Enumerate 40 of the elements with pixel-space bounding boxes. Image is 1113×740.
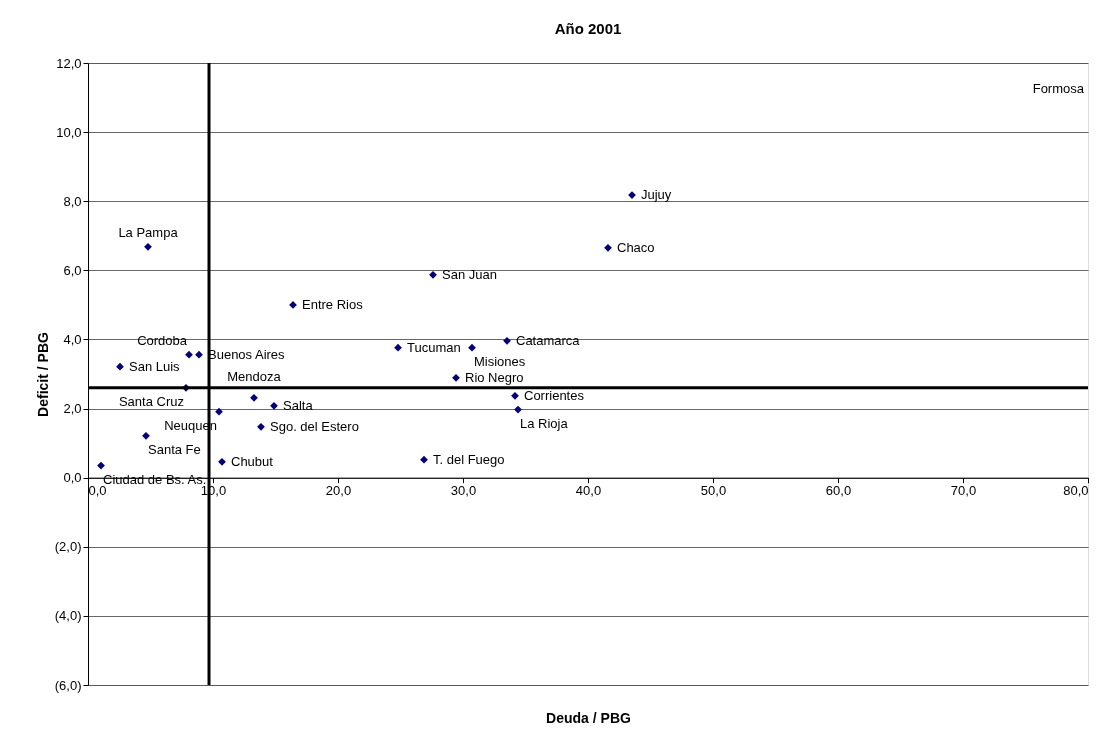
data-label: Santa Fe bbox=[148, 441, 201, 457]
y-tick-label: 12,0 bbox=[56, 55, 82, 71]
y-axis-title: Deficit / PBG bbox=[34, 332, 51, 417]
y-tick-label: 8,0 bbox=[63, 193, 82, 209]
data-label: Chaco bbox=[617, 239, 655, 255]
x-axis-title: Deuda / PBG bbox=[546, 709, 631, 726]
x-tick-label: 30,0 bbox=[450, 483, 477, 499]
x-tick-label: 50,0 bbox=[700, 483, 727, 499]
x-tick-label: 70,0 bbox=[950, 483, 977, 499]
annotation: Formosa bbox=[1032, 81, 1085, 96]
x-tick-label: 80,0 bbox=[1063, 483, 1089, 499]
data-label: T. del Fuego bbox=[433, 451, 505, 467]
data-label: San Juan bbox=[442, 266, 497, 282]
x-tick-label: 60,0 bbox=[825, 483, 852, 499]
data-label: Corrientes bbox=[524, 387, 585, 403]
y-tick-label: (6,0) bbox=[54, 677, 82, 693]
data-label: Salta bbox=[283, 397, 314, 413]
data-label: Mendoza bbox=[227, 368, 282, 384]
data-label: Misiones bbox=[474, 353, 526, 369]
x-tick-label: 40,0 bbox=[575, 483, 602, 499]
data-label: La Pampa bbox=[118, 224, 179, 240]
data-label: Tucuman bbox=[407, 339, 461, 355]
y-tick-label: 2,0 bbox=[63, 401, 82, 417]
y-tick-label: (2,0) bbox=[54, 539, 82, 555]
x-tick-label: 0,0 bbox=[88, 483, 107, 499]
y-tick-label: 4,0 bbox=[63, 331, 82, 347]
data-label: Entre Rios bbox=[302, 296, 364, 312]
y-tick-label: 10,0 bbox=[56, 124, 82, 140]
data-label: La Rioja bbox=[520, 415, 569, 431]
x-tick-label: 20,0 bbox=[325, 483, 352, 499]
y-tick-label: 6,0 bbox=[63, 262, 82, 278]
data-label: Jujuy bbox=[641, 187, 672, 202]
y-tick-label: (4,0) bbox=[54, 608, 82, 624]
data-label: Chubut bbox=[231, 453, 274, 469]
y-tick-label: 0,0 bbox=[63, 470, 82, 486]
data-label: San Luis bbox=[129, 358, 181, 374]
data-label: Rio Negro bbox=[465, 369, 524, 385]
data-label: Sgo. del Estero bbox=[270, 418, 359, 434]
chart-title: Año 2001 bbox=[554, 20, 622, 37]
data-label: Santa Cruz bbox=[118, 393, 184, 409]
